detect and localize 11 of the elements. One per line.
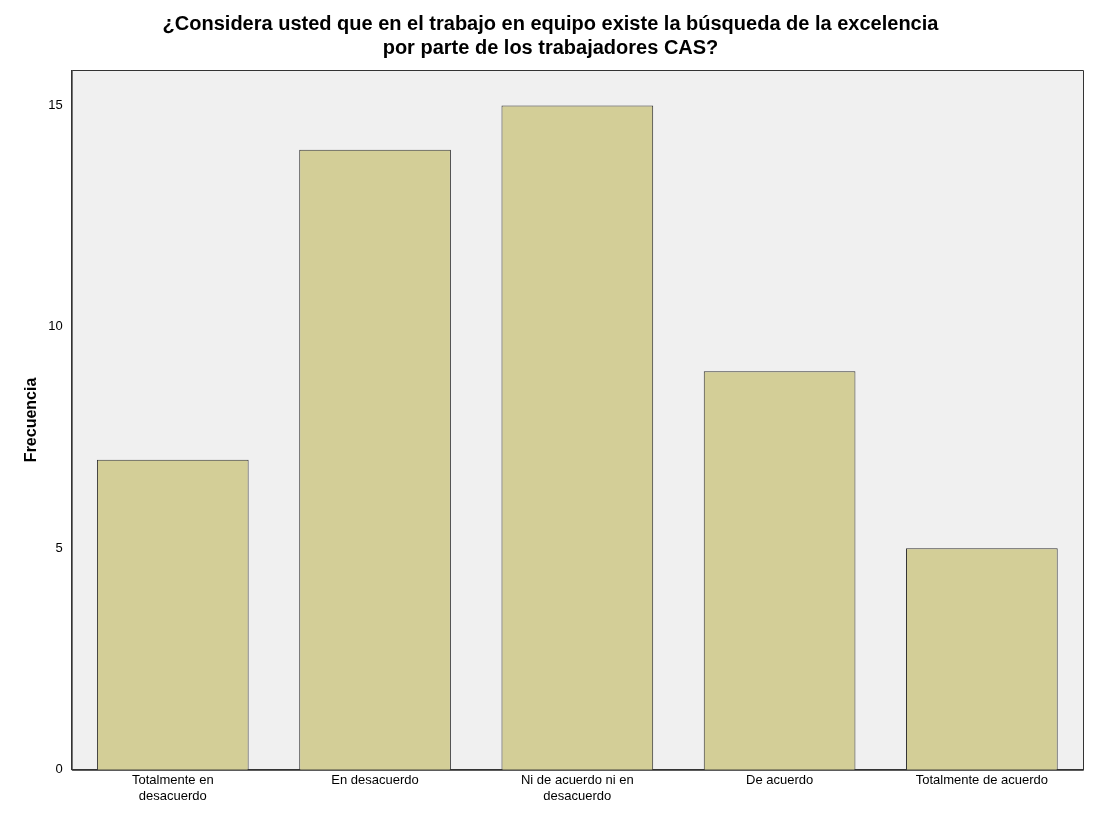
x-tick-label: Totalmente en desacuerdo	[131, 772, 214, 803]
x-tick-label: En desacuerdo	[331, 772, 419, 788]
x-tick-label: Totalmente de acuerdo	[915, 772, 1048, 788]
chart-title: ¿Considera usted que en el trabajo en equipo existe la búsqueda de la excelencia por parte de los trabajadores CAS?	[162, 11, 940, 58]
y-tick-label: 15	[48, 97, 63, 113]
x-tick-label: De acuerdo	[745, 772, 814, 788]
y-tick-label: 5	[55, 539, 63, 555]
y-tick-label: 0	[55, 761, 63, 777]
x-tick-label: Ni de acuerdo ni en desacuerdo	[520, 772, 634, 803]
y-tick-label: 10	[48, 318, 63, 334]
y-axis-title: Frecuencia	[22, 377, 40, 463]
